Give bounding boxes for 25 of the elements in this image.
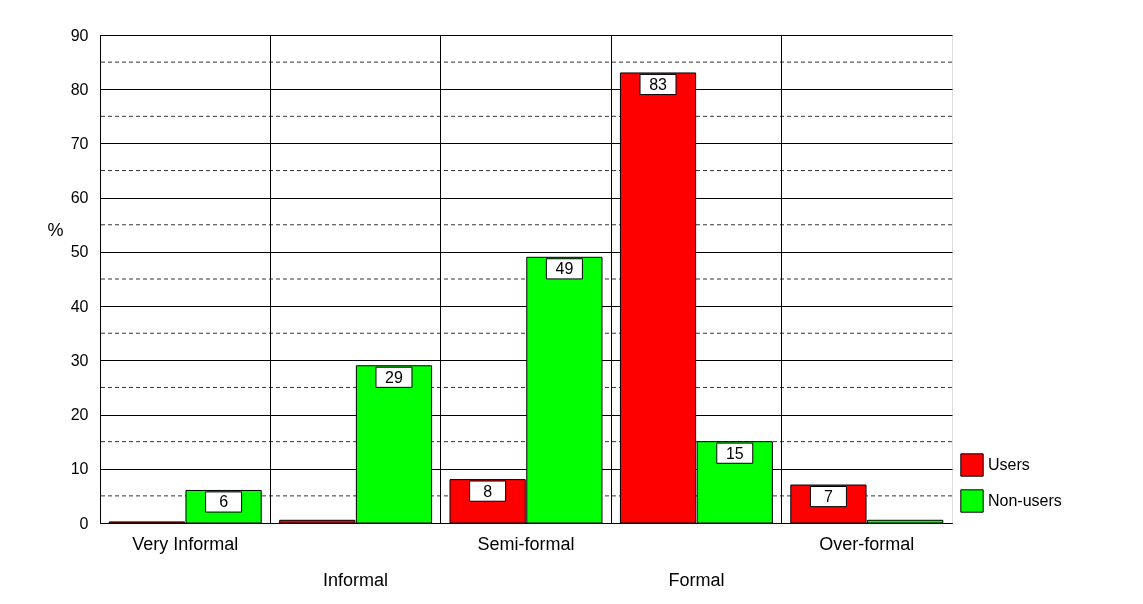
data-label: 49 [555, 260, 574, 278]
y-tick-label: 90 [70, 26, 89, 44]
data-label: 7 [823, 488, 833, 506]
y-tick-label: 30 [70, 351, 89, 369]
y-tick-label: 60 [70, 189, 89, 207]
legend-label: Non-users [988, 492, 1062, 509]
y-tick-label: 50 [70, 243, 89, 261]
data-label: 8 [483, 482, 493, 500]
x-tick-label: Informal [323, 570, 389, 590]
data-label: 83 [649, 75, 668, 93]
x-tick-label: Formal [668, 570, 725, 590]
x-tick-label: Very Informal [132, 534, 239, 554]
data-label: 15 [725, 444, 744, 462]
y-tick-label: 0 [79, 514, 89, 532]
y-tick-label: 10 [70, 460, 89, 478]
data-label: 29 [385, 368, 403, 386]
data-label: 6 [219, 493, 229, 511]
legend-label: Users [988, 456, 1030, 473]
y-tick-label: 20 [70, 406, 89, 424]
y-tick-label: 70 [70, 134, 89, 152]
y-tick-label: 40 [70, 297, 89, 315]
y-tick-label: 80 [70, 80, 89, 98]
y-axis-title: % [47, 219, 64, 240]
x-tick-label: Semi-formal [477, 534, 575, 554]
x-tick-label: Over-formal [819, 534, 915, 554]
